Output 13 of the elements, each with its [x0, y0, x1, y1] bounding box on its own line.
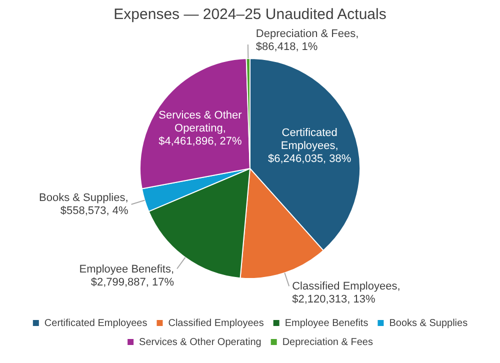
data-label: Books & Supplies, $558,573, 4%	[39, 192, 129, 217]
data-label: Classified Employees, $2,120,313, 13%	[292, 280, 400, 306]
data-label: Services & Other Operating, $4,461,896, 27%	[158, 110, 242, 148]
legend-label: Depreciation & Fees	[282, 336, 373, 348]
data-label: Employee Benefits, $2,799,887, 17%	[79, 263, 174, 288]
legend-label: Employee Benefits	[284, 318, 368, 329]
legend-label: Books & Supplies	[389, 318, 468, 329]
legend-label: Certificated Employees	[44, 318, 148, 329]
data-label: Depreciation & Fees, $86,418, 1%	[256, 28, 359, 54]
legend-label: Services & Other Operating	[139, 336, 262, 348]
data-label: Certificated Employees, $6,246,035, 38%	[268, 126, 352, 165]
chart-title: Expenses — 2024–25 Unaudited Actuals	[114, 6, 386, 24]
legend-label: Classified Employees	[168, 318, 264, 329]
